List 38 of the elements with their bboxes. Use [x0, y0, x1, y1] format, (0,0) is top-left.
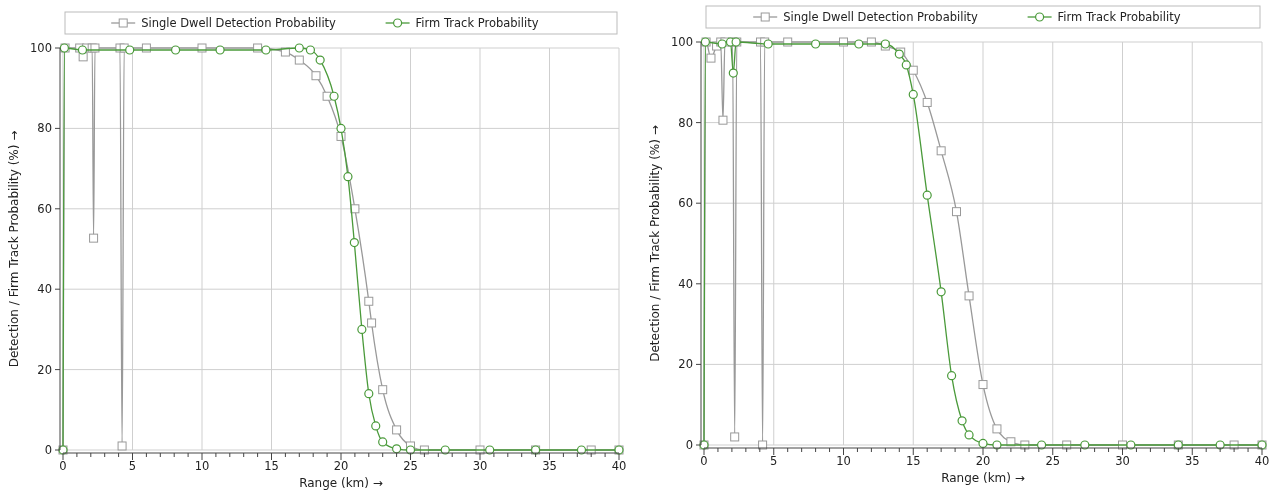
x-tick-label: 5	[128, 459, 137, 473]
x-tick-label: 10	[194, 459, 210, 473]
x-tick-label: 5	[770, 454, 778, 468]
y-axis-title: Detection / Firm Track Probability (%) →	[7, 130, 21, 368]
x-tick-label: 30	[472, 459, 488, 473]
x-tick-label: 0	[59, 459, 67, 473]
x-axis-title: Range (km) →	[299, 476, 383, 490]
legend-label: Single Dwell Detection Probability	[141, 16, 337, 30]
y-tick-label: 80	[37, 121, 52, 136]
y-tick-label: 20	[678, 357, 693, 372]
x-tick-label: 15	[264, 459, 279, 473]
y-tick-label: 100	[30, 41, 52, 55]
x-axis-title: Range (km) →	[941, 471, 1025, 485]
x-tick-label: 30	[1115, 454, 1130, 468]
legend-label: Single Dwell Detection Probability	[783, 10, 979, 24]
x-tick-label: 40	[1254, 454, 1270, 468]
x-tick-label: 20	[333, 459, 349, 473]
y-tick-label: 80	[678, 115, 693, 130]
x-tick-label: 10	[836, 454, 851, 468]
y-tick-label: 0	[44, 443, 52, 457]
x-tick-label: 25	[1045, 454, 1061, 468]
x-tick-label: 25	[403, 459, 418, 473]
legend-label: Firm Track Probability	[1057, 10, 1181, 24]
x-tick-label: 35	[1184, 454, 1200, 468]
y-tick-label: 0	[685, 438, 693, 452]
legend-label: Firm Track Probability	[415, 16, 539, 30]
x-tick-label: 15	[905, 454, 921, 468]
y-tick-label: 100	[671, 35, 693, 49]
x-tick-label: 35	[542, 459, 557, 473]
y-tick-label: 40	[37, 282, 52, 297]
x-tick-label: 0	[700, 454, 708, 468]
y-axis-title: Detection / Firm Track Probability (%) →	[648, 125, 662, 362]
y-tick-label: 60	[37, 201, 52, 216]
y-tick-label: 20	[37, 362, 52, 377]
x-tick-label: 40	[611, 459, 627, 473]
y-tick-label: 60	[678, 196, 693, 211]
x-tick-label: 20	[975, 454, 991, 468]
y-tick-label: 40	[678, 276, 693, 291]
